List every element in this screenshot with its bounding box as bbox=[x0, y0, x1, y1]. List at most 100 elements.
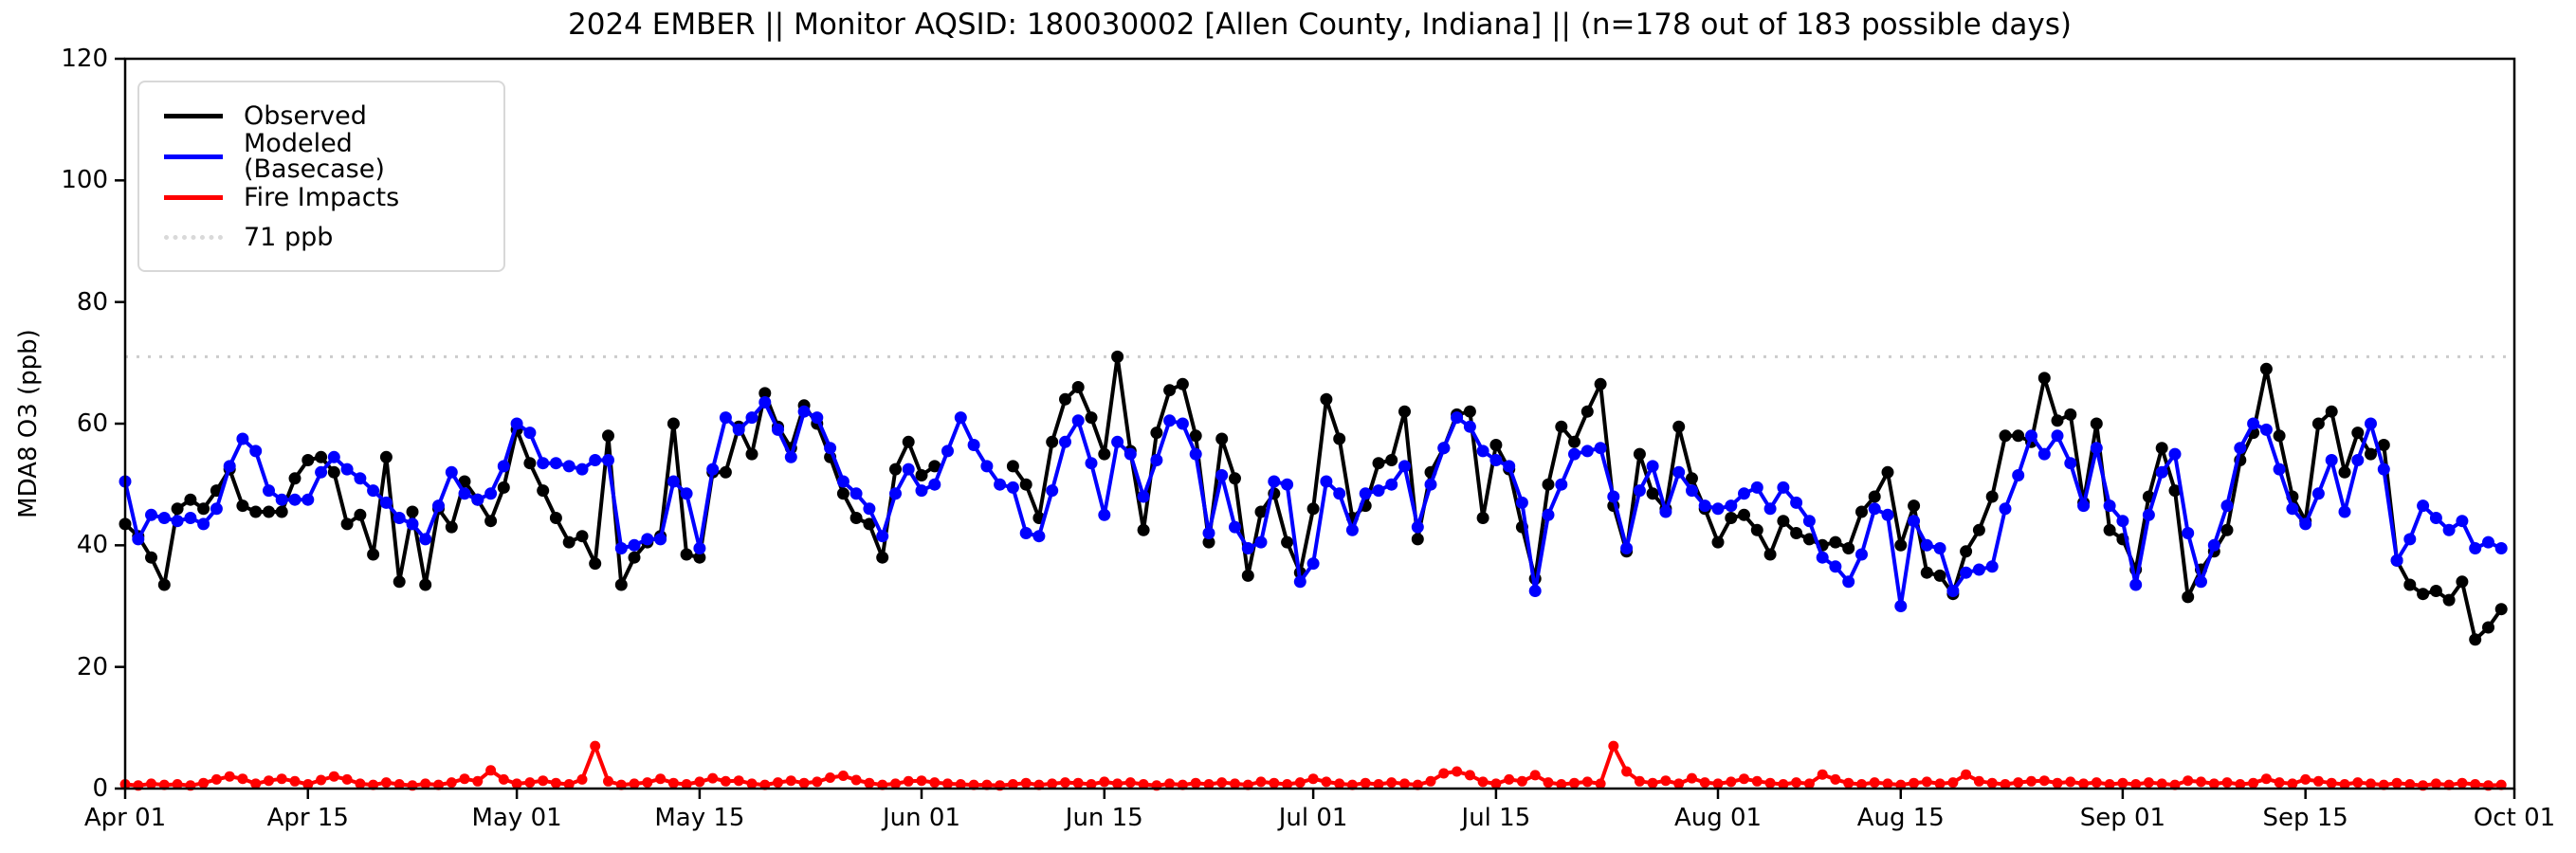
data-point bbox=[315, 465, 328, 479]
data-point bbox=[837, 771, 849, 781]
data-point bbox=[523, 426, 537, 440]
data-point bbox=[157, 578, 171, 591]
data-point bbox=[2325, 454, 2338, 466]
data-point bbox=[1007, 779, 1018, 789]
data-point bbox=[629, 778, 640, 789]
data-point bbox=[184, 493, 197, 506]
data-point bbox=[1909, 777, 1920, 789]
data-point bbox=[2143, 777, 2154, 789]
data-point bbox=[2312, 775, 2324, 787]
data-point bbox=[2142, 508, 2155, 521]
data-point bbox=[902, 463, 915, 476]
data-point bbox=[1137, 490, 1150, 503]
data-point bbox=[1646, 460, 1659, 473]
data-point bbox=[1294, 777, 1306, 789]
data-point bbox=[223, 460, 236, 473]
data-point bbox=[1961, 769, 1972, 780]
data-point bbox=[1176, 417, 1189, 430]
data-point bbox=[694, 776, 705, 788]
data-point bbox=[2091, 777, 2102, 789]
data-point bbox=[1698, 499, 1711, 513]
legend-line-sample bbox=[164, 113, 223, 118]
data-point bbox=[379, 496, 393, 509]
data-point bbox=[707, 772, 719, 784]
data-point bbox=[537, 457, 550, 470]
data-point bbox=[2051, 429, 2064, 443]
data-point bbox=[1830, 773, 1841, 785]
data-point bbox=[341, 773, 353, 785]
data-point bbox=[655, 773, 667, 785]
data-point bbox=[2156, 778, 2167, 789]
data-point bbox=[955, 779, 966, 789]
data-point bbox=[2220, 499, 2234, 513]
data-point bbox=[355, 778, 366, 789]
data-point bbox=[1568, 435, 1580, 448]
data-point bbox=[367, 484, 380, 498]
data-point bbox=[1268, 475, 1281, 488]
data-point bbox=[2182, 590, 2195, 604]
data-point bbox=[1320, 392, 1333, 406]
data-point bbox=[1777, 481, 1790, 494]
data-point bbox=[1868, 502, 1881, 516]
data-point bbox=[824, 442, 837, 455]
data-point bbox=[1763, 548, 1777, 561]
data-point bbox=[1672, 420, 1686, 433]
data-point bbox=[1373, 779, 1384, 789]
data-point bbox=[1633, 484, 1646, 498]
data-point bbox=[2300, 773, 2311, 785]
data-point bbox=[1672, 465, 1686, 479]
data-point bbox=[2456, 575, 2469, 589]
data-point bbox=[2365, 417, 2377, 430]
data-point bbox=[2248, 777, 2259, 789]
data-point bbox=[1425, 775, 1436, 787]
data-point bbox=[1725, 512, 1738, 524]
data-point bbox=[1699, 777, 1710, 789]
data-point bbox=[2129, 578, 2143, 591]
data-point bbox=[1215, 432, 1229, 445]
data-point bbox=[145, 551, 157, 564]
data-point bbox=[2351, 426, 2365, 440]
data-point bbox=[2365, 447, 2377, 461]
data-point bbox=[1398, 405, 1411, 418]
data-point bbox=[2377, 439, 2390, 451]
data-point bbox=[1476, 512, 1489, 524]
data-point bbox=[2311, 417, 2325, 430]
data-point bbox=[2103, 523, 2116, 536]
data-point bbox=[2182, 527, 2195, 539]
data-point bbox=[2456, 515, 2469, 528]
data-point bbox=[797, 405, 811, 418]
data-point bbox=[1164, 778, 1176, 789]
data-point bbox=[2299, 517, 2312, 531]
data-point bbox=[1646, 487, 1659, 500]
legend-line-sample bbox=[164, 194, 223, 200]
data-point bbox=[1189, 447, 1202, 461]
data-point bbox=[210, 773, 222, 785]
data-point bbox=[393, 575, 406, 589]
data-point bbox=[1464, 770, 1475, 781]
data-point bbox=[1230, 778, 1240, 789]
data-point bbox=[1112, 778, 1124, 789]
data-point bbox=[2090, 417, 2103, 430]
data-point bbox=[1725, 499, 1738, 513]
data-point bbox=[2168, 484, 2182, 498]
data-point bbox=[2025, 429, 2037, 443]
data-point bbox=[1778, 779, 1789, 789]
data-point bbox=[2287, 778, 2298, 789]
data-point bbox=[1960, 545, 1973, 558]
data-point bbox=[249, 445, 263, 458]
data-point bbox=[2457, 777, 2468, 789]
data-point bbox=[563, 779, 575, 789]
data-point bbox=[406, 517, 419, 531]
data-point bbox=[1999, 429, 2012, 443]
data-point bbox=[1568, 447, 1580, 461]
data-point bbox=[628, 551, 641, 564]
data-point bbox=[288, 472, 301, 485]
data-point bbox=[758, 396, 772, 408]
data-point bbox=[2326, 777, 2337, 789]
data-point bbox=[1372, 484, 1385, 498]
data-point bbox=[549, 457, 562, 470]
data-point bbox=[850, 774, 862, 786]
data-point bbox=[1163, 414, 1177, 427]
data-point bbox=[1411, 520, 1424, 534]
data-point bbox=[1933, 542, 1946, 554]
